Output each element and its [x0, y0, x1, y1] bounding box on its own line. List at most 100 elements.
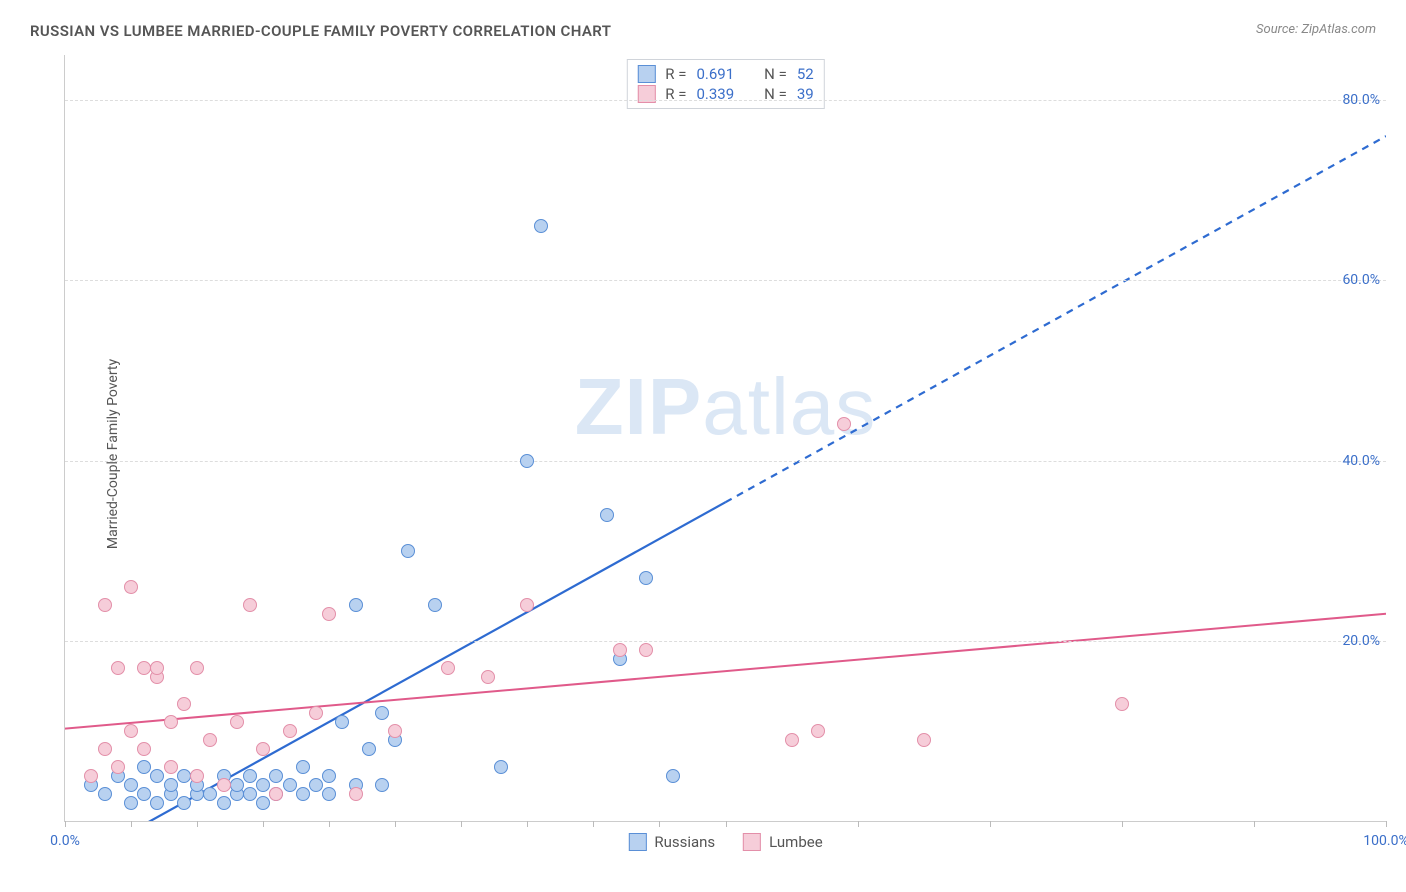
scatter-point-russians	[137, 760, 151, 774]
scatter-point-lumbee	[322, 607, 336, 621]
scatter-point-lumbee	[124, 724, 138, 738]
x-tick-mark	[990, 821, 991, 827]
scatter-point-russians	[256, 778, 270, 792]
scatter-point-russians	[243, 769, 257, 783]
swatch-russians	[637, 65, 655, 83]
scatter-point-russians	[243, 787, 257, 801]
scatter-point-russians	[296, 760, 310, 774]
scatter-point-lumbee	[349, 787, 363, 801]
scatter-point-lumbee	[137, 661, 151, 675]
scatter-point-russians	[362, 742, 376, 756]
stat-r-value: 0.691	[696, 65, 734, 83]
scatter-point-russians	[296, 787, 310, 801]
scatter-point-lumbee	[520, 598, 534, 612]
scatter-point-russians	[335, 715, 349, 729]
source-attribution: Source: ZipAtlas.com	[1256, 22, 1376, 37]
scatter-point-lumbee	[98, 742, 112, 756]
scatter-point-lumbee	[243, 598, 257, 612]
x-tick-mark	[65, 821, 66, 827]
watermark: ZIPatlas	[575, 361, 876, 453]
scatter-point-russians	[177, 769, 191, 783]
scatter-point-lumbee	[917, 733, 931, 747]
scatter-point-lumbee	[150, 661, 164, 675]
scatter-point-russians	[639, 571, 653, 585]
x-tick-mark	[659, 821, 660, 827]
scatter-point-lumbee	[309, 706, 323, 720]
x-tick-mark	[527, 821, 528, 827]
scatter-point-russians	[124, 796, 138, 810]
scatter-point-lumbee	[256, 742, 270, 756]
x-tick-mark	[593, 821, 594, 827]
scatter-point-russians	[534, 219, 548, 233]
scatter-point-russians	[137, 787, 151, 801]
legend-label: Lumbee	[769, 833, 823, 851]
scatter-point-lumbee	[124, 580, 138, 594]
scatter-point-russians	[375, 706, 389, 720]
chart-area: Married-Couple Family Poverty ZIPatlas R…	[50, 55, 1386, 852]
x-tick-mark	[197, 821, 198, 827]
scatter-point-lumbee	[164, 760, 178, 774]
x-tick-mark	[461, 821, 462, 827]
x-tick-mark	[1122, 821, 1123, 827]
gridline-h	[65, 100, 1386, 101]
scatter-point-russians	[98, 787, 112, 801]
scatter-point-lumbee	[837, 417, 851, 431]
scatter-point-lumbee	[269, 787, 283, 801]
legend-item-russians: Russians	[628, 833, 715, 851]
scatter-point-lumbee	[283, 724, 297, 738]
scatter-point-lumbee	[388, 724, 402, 738]
stat-n-value: 52	[797, 65, 814, 83]
scatter-point-lumbee	[230, 715, 244, 729]
scatter-point-russians	[494, 760, 508, 774]
legend-bottom: Russians Lumbee	[628, 833, 822, 851]
y-tick-label: 20.0%	[1342, 633, 1380, 649]
scatter-point-russians	[203, 787, 217, 801]
scatter-point-lumbee	[111, 661, 125, 675]
y-tick-label: 80.0%	[1342, 92, 1380, 108]
scatter-point-lumbee	[203, 733, 217, 747]
scatter-point-russians	[217, 796, 231, 810]
regression-line-russians	[726, 136, 1387, 502]
scatter-point-russians	[520, 454, 534, 468]
scatter-point-lumbee	[785, 733, 799, 747]
scatter-point-lumbee	[190, 769, 204, 783]
scatter-point-lumbee	[111, 760, 125, 774]
scatter-point-lumbee	[98, 598, 112, 612]
stat-r-label: R =	[665, 65, 686, 83]
x-tick-mark	[395, 821, 396, 827]
scatter-point-russians	[283, 778, 297, 792]
x-tick-label-min: 0.0%	[50, 833, 80, 849]
scatter-point-russians	[600, 508, 614, 522]
legend-stats-box: R =0.691N =52R =0.339N =39	[626, 59, 824, 109]
scatter-point-lumbee	[613, 643, 627, 657]
x-tick-mark	[131, 821, 132, 827]
legend-stats-row-russians: R = 0.691 N = 52	[637, 64, 813, 84]
header: RUSSIAN VS LUMBEE MARRIED-COUPLE FAMILY …	[0, 0, 1406, 48]
scatter-point-lumbee	[137, 742, 151, 756]
stat-n-label: N =	[764, 65, 787, 83]
scatter-point-lumbee	[1115, 697, 1129, 711]
scatter-point-lumbee	[217, 778, 231, 792]
scatter-point-russians	[428, 598, 442, 612]
swatch-icon	[628, 833, 646, 851]
scatter-point-russians	[666, 769, 680, 783]
plot-region: ZIPatlas R =0.691N =52R =0.339N =39 Russ…	[64, 55, 1386, 822]
scatter-point-russians	[150, 769, 164, 783]
gridline-h	[65, 280, 1386, 281]
regression-line-lumbee	[65, 614, 1386, 731]
scatter-point-russians	[150, 796, 164, 810]
scatter-point-russians	[230, 778, 244, 792]
scatter-point-lumbee	[441, 661, 455, 675]
scatter-point-russians	[322, 787, 336, 801]
scatter-point-russians	[124, 778, 138, 792]
y-tick-label: 60.0%	[1342, 272, 1380, 288]
scatter-point-russians	[322, 769, 336, 783]
legend-item-lumbee: Lumbee	[743, 833, 823, 851]
scatter-point-lumbee	[164, 715, 178, 729]
scatter-point-russians	[256, 796, 270, 810]
x-tick-mark	[263, 821, 264, 827]
scatter-point-russians	[269, 769, 283, 783]
x-tick-mark	[726, 821, 727, 827]
gridline-h	[65, 641, 1386, 642]
gridline-h	[65, 461, 1386, 462]
